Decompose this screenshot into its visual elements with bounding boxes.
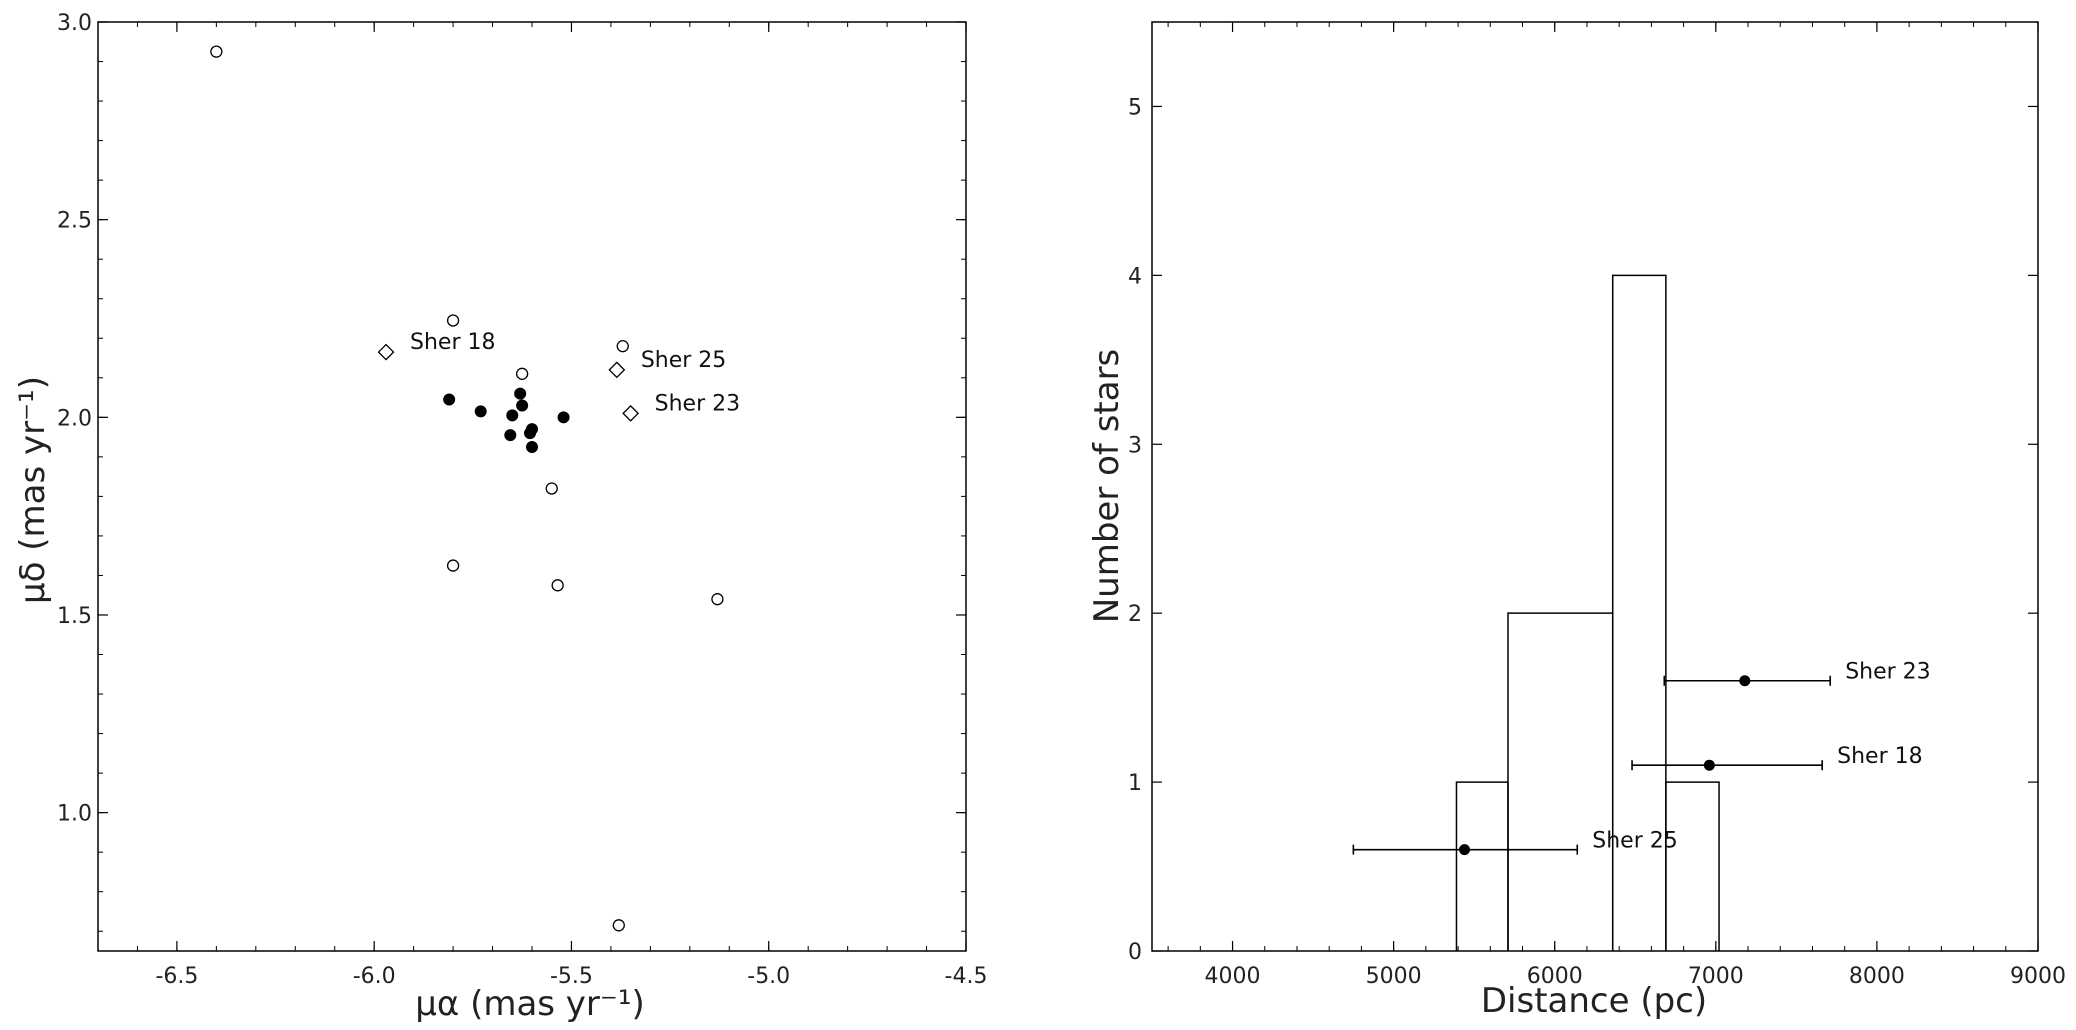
left-scatter-points: Sher 18 Sher 25 Sher 23 — [210, 45, 740, 932]
member-star-point — [526, 440, 538, 453]
member-star-point — [516, 399, 529, 412]
member-star-point — [443, 393, 456, 406]
left-y-tick-label: 2.5 — [57, 209, 92, 234]
right-y-tick-label: 3 — [1128, 433, 1142, 458]
right-y-tick-label: 2 — [1128, 602, 1142, 627]
field-star-point — [446, 314, 460, 327]
field-star-point — [446, 559, 460, 572]
right-x-axis-label: Distance (pc) — [1481, 981, 1707, 1021]
left-y-tick-label: 2.0 — [57, 406, 92, 431]
field-star-point — [545, 482, 558, 495]
histogram-bin — [1611, 274, 1667, 951]
left-y-tick-label: 1.5 — [57, 604, 92, 629]
sher-star-point — [622, 404, 640, 422]
distance-point — [1703, 759, 1715, 771]
right-x-tick-label: 8000 — [1849, 964, 1905, 989]
right-axis-ticks: 4000 5000 6000 7000 8000 9000 0 1 2 3 4 5 — [1128, 22, 2066, 989]
distance-point-label: Sher 23 — [1845, 660, 1930, 685]
left-x-axis-label: μα (mas yr⁻¹) — [415, 984, 645, 1024]
proper-motion-panel: -6.5 -6.0 -5.5 -5.0 -4.5 1.0 1.5 2.0 2.5 3.0 Sher… — [13, 11, 987, 1024]
histogram-steps — [1455, 274, 1720, 951]
left-y-tick-label: 1.0 — [57, 802, 92, 827]
right-x-tick-label: 9000 — [2010, 964, 2066, 989]
distance-errorbars: Sher 23 Sher 18 Sher 25 — [1352, 660, 1931, 856]
right-y-tick-label: 1 — [1128, 771, 1142, 796]
distance-point-label: Sher 25 — [1592, 829, 1677, 854]
field-star-point — [711, 593, 724, 606]
right-x-tick-label: 7000 — [1688, 964, 1744, 989]
member-star-point — [504, 429, 517, 442]
histogram-bin — [1507, 612, 1614, 951]
left-plot-frame — [97, 21, 967, 952]
sher-star-point — [608, 361, 626, 379]
member-star-point — [524, 427, 537, 440]
right-x-tick-label: 6000 — [1527, 964, 1583, 989]
field-star-point — [515, 367, 529, 380]
right-y-tick-label: 0 — [1128, 940, 1142, 965]
field-star-point — [551, 579, 564, 592]
left-axis-ticks: -6.5 -6.0 -5.5 -5.0 -4.5 1.0 1.5 2.0 2.5 3.0 — [57, 11, 987, 989]
right-y-tick-label: 5 — [1128, 95, 1142, 120]
field-star-point — [612, 919, 625, 932]
left-y-axis-label: μδ (mas yr⁻¹) — [13, 376, 53, 604]
left-x-tick-label: -6.5 — [155, 964, 198, 989]
right-x-tick-label: 5000 — [1366, 964, 1422, 989]
right-y-tick-label: 4 — [1128, 264, 1142, 289]
member-star-point — [514, 387, 527, 400]
right-x-tick-label: 4000 — [1205, 964, 1261, 989]
right-plot-frame — [1151, 21, 2039, 952]
left-x-tick-label: -5.0 — [747, 964, 790, 989]
distance-point — [1459, 844, 1471, 856]
sher-star-label: Sher 18 — [410, 330, 495, 355]
member-star-point — [557, 411, 570, 424]
member-star-point — [474, 405, 487, 418]
right-y-axis-label: Number of stars — [1087, 349, 1127, 624]
sher-star-label: Sher 25 — [641, 348, 726, 373]
left-x-tick-label: -4.5 — [945, 964, 988, 989]
sher-star-label: Sher 23 — [655, 391, 740, 416]
distance-point — [1739, 675, 1751, 687]
distance-point-label: Sher 18 — [1837, 744, 1922, 769]
left-y-tick-label: 3.0 — [57, 11, 92, 36]
left-x-tick-label: -5.5 — [550, 964, 593, 989]
field-star-point — [616, 340, 629, 353]
histogram-bin — [1455, 781, 1509, 951]
sher-star-point — [377, 343, 395, 361]
field-star-point — [210, 45, 223, 58]
member-star-point — [506, 409, 519, 422]
left-x-tick-label: -6.0 — [353, 964, 396, 989]
histogram-bin — [1665, 781, 1720, 951]
